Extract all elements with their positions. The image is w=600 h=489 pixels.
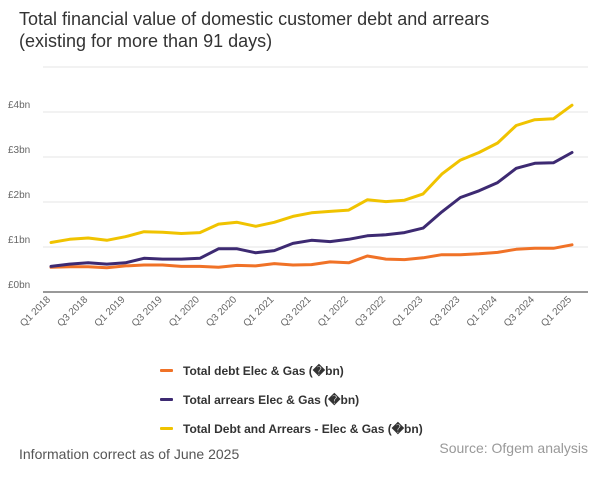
series-line-total-arrears[interactable] — [49, 151, 574, 268]
series-line-total-debt-and-arrears[interactable] — [49, 103, 574, 244]
legend-item-total-debt-and-arrears[interactable]: Total Debt and Arrears - Elec & Gas (�bn… — [160, 414, 423, 443]
legend-swatch-total-debt — [160, 369, 173, 372]
x-tick-label: Q3 2018 — [55, 294, 90, 329]
x-tick-label: Q3 2020 — [204, 294, 239, 329]
chart-title-line-2: (existing for more than 91 days) — [19, 31, 273, 51]
x-tick-label: Q3 2019 — [130, 294, 165, 329]
x-tick-label: Q1 2024 — [465, 294, 500, 329]
legend: Total debt Elec & Gas (�bn) Total arrear… — [160, 356, 423, 443]
y-axis-ticks: £0bn £1bn £2bn £3bn £4bn — [8, 100, 30, 291]
x-tick-label: Q3 2024 — [502, 294, 537, 329]
chart-title-line-1: Total financial value of domestic custom… — [19, 9, 490, 29]
legend-item-total-arrears[interactable]: Total arrears Elec & Gas (�bn) — [160, 385, 423, 414]
legend-swatch-total-arrears — [160, 398, 173, 401]
y-tick-label: £3bn — [8, 145, 30, 156]
legend-label-total-debt: Total debt Elec & Gas (�bn) — [183, 363, 344, 378]
x-tick-label: Q1 2023 — [390, 294, 425, 329]
legend-swatch-total-debt-and-arrears — [160, 427, 173, 430]
x-tick-label: Q1 2025 — [539, 294, 574, 329]
x-tick-label: Q3 2021 — [279, 294, 314, 329]
legend-label-total-debt-and-arrears: Total Debt and Arrears - Elec & Gas (�bn… — [183, 421, 423, 436]
y-tick-label: £1bn — [8, 235, 30, 246]
x-axis-ticks: Q1 2018 Q3 2018 Q1 2019 Q3 2019 Q1 2020 Q3 20… — [18, 294, 574, 329]
x-tick-label: Q1 2021 — [241, 294, 276, 329]
gridlines — [43, 66, 588, 248]
series-lines — [49, 103, 574, 270]
footer-note: Information correct as of June 2025 — [19, 446, 240, 462]
x-tick-label: Q3 2023 — [428, 294, 463, 329]
y-tick-label: £4bn — [8, 100, 30, 111]
x-tick-label: Q1 2020 — [167, 294, 202, 329]
x-tick-label: Q1 2018 — [18, 294, 53, 329]
source-note: Source: Ofgem analysis — [439, 440, 588, 456]
y-tick-label: £0bn — [8, 280, 30, 291]
chart-title: Total financial value of domestic custom… — [19, 8, 489, 52]
series-line-total-debt[interactable] — [49, 243, 574, 270]
x-tick-label: Q3 2022 — [353, 294, 388, 329]
x-tick-label: Q1 2019 — [93, 294, 128, 329]
legend-item-total-debt[interactable]: Total debt Elec & Gas (�bn) — [160, 356, 423, 385]
y-tick-label: £2bn — [8, 190, 30, 201]
x-tick-label: Q1 2022 — [316, 294, 351, 329]
legend-label-total-arrears: Total arrears Elec & Gas (�bn) — [183, 392, 360, 407]
